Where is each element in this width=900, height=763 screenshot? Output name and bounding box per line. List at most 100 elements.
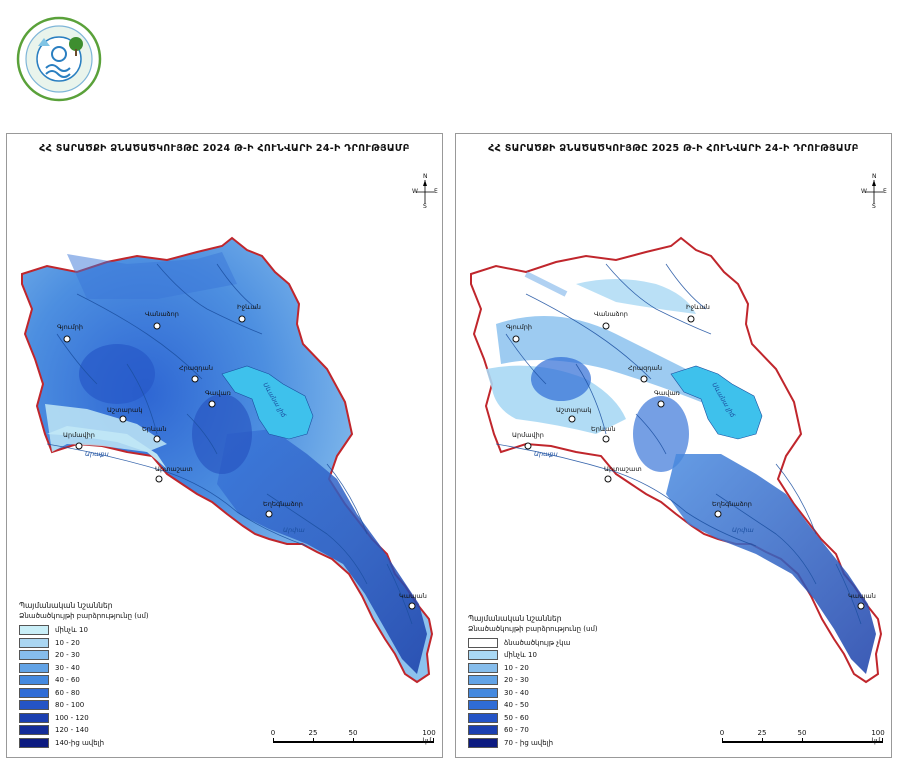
legend-label: 80 - 100	[55, 701, 85, 710]
legend-label: մինչև 10	[55, 626, 88, 635]
city-label-ijevan: Իջևան	[686, 303, 710, 311]
city-label-gavar: Գավառ	[654, 389, 680, 397]
legend-label: 60 - 80	[55, 688, 80, 697]
city-label-kapan: Կապան	[399, 592, 427, 600]
legend-item: 60 - 80	[19, 687, 179, 700]
city-label-gyumri: Գյումրի	[506, 323, 532, 331]
map-panel-2025: ՀՀ ՏԱՐԱԾՔԻ ՁՆԱԾԱԾԿՈՒՅԹԸ 2025 Թ-Ի ՀՈՒՆՎԱՐ…	[455, 133, 892, 758]
city-label-ijevan: Իջևան	[237, 303, 261, 311]
city-label-armavir: Արմավիր	[63, 431, 95, 439]
map-title: ՀՀ ՏԱՐԱԾՔԻ ՁՆԱԾԱԾԿՈՒՅԹԸ 2024 Թ-Ի ՀՈՒՆՎԱՐ…	[39, 143, 410, 154]
legend-items: մինչև 10 10 - 20 20 - 30 30 - 40 40 - 60 60 -…	[19, 624, 179, 749]
map-panel-2024: ՀՀ ՏԱՐԱԾՔԻ ՁՆԱԾԱԾԿՈՒՅԹԸ 2024 Թ-Ի ՀՈՒՆՎԱՐ…	[6, 133, 443, 758]
legend-item: 50 - 60	[468, 712, 628, 725]
map-title: ՀՀ ՏԱՐԱԾՔԻ ՁՆԱԾԱԾԿՈՒՅԹԸ 2025 Թ-Ի ՀՈՒՆՎԱՐ…	[488, 143, 859, 154]
legend-swatch	[19, 725, 49, 736]
legend-subtitle: Ձնածածկույթի բարձրությունը (սմ)	[19, 612, 149, 620]
legend-label: 40 - 50	[504, 701, 529, 710]
legend-item: 80 - 100	[19, 699, 179, 712]
north-arrow: N S W E	[861, 173, 887, 210]
legend-label: 100 - 120	[55, 713, 89, 722]
legend-label: 10 - 20	[504, 663, 529, 672]
city-label-yerevan: Երևան	[591, 425, 616, 433]
rivers	[495, 263, 862, 625]
legend-swatch	[19, 650, 49, 661]
river-label-araks: Արաքս	[85, 450, 109, 458]
city-label-vanadzor: Վանաձոր	[145, 310, 179, 318]
city-label-hrazdan: Հրազդան	[179, 364, 213, 372]
legend-item: 40 - 60	[19, 674, 179, 687]
legend-swatch	[468, 687, 498, 698]
legend-item: 140-ից ավելի	[19, 737, 179, 750]
legend-item: 20 - 30	[19, 649, 179, 662]
legend-item: 120 - 140	[19, 724, 179, 737]
legend-item: ձնածածկույթ չկա	[468, 637, 628, 650]
city-label-gavar: Գավառ	[205, 389, 231, 397]
legend-label: ձնածածկույթ չկա	[504, 638, 571, 647]
city-label-artashat: Արտաշատ	[604, 465, 642, 473]
legend-label: 20 - 30	[55, 651, 80, 660]
legend-swatch	[468, 737, 498, 748]
legend-swatch	[468, 662, 498, 673]
river-label-araks: Արաքս	[534, 450, 558, 458]
legend-swatch	[468, 650, 498, 661]
legend-swatch	[19, 700, 49, 711]
north-arrow: N S W E	[412, 173, 438, 210]
legend-label: 10 - 20	[55, 638, 80, 647]
legend-swatch	[468, 675, 498, 686]
legend-swatch	[19, 687, 49, 698]
legend-swatch	[468, 637, 498, 648]
legend-swatch	[19, 675, 49, 686]
legend-item: 10 - 20	[468, 662, 628, 675]
legend-label: 20 - 30	[504, 676, 529, 685]
legend-item: 100 - 120	[19, 712, 179, 725]
legend-item: 20 - 30	[468, 674, 628, 687]
city-label-armavir: Արմավիր	[512, 431, 544, 439]
legend-item: մինչև 10	[19, 624, 179, 637]
legend-label: 30 - 40	[504, 688, 529, 697]
legend-item: 30 - 40	[19, 662, 179, 675]
legend-items: ձնածածկույթ չկա մինչև 10 10 - 20 20 - 30 30 …	[468, 637, 628, 750]
legend-item: 10 - 20	[19, 637, 179, 650]
city-label-hrazdan: Հրազդան	[628, 364, 662, 372]
city-label-ashtarak: Աշտարակ	[556, 406, 592, 414]
lake-sevan	[221, 365, 314, 440]
legend: Պայմանական նշաններ Ձնածածկույթի բարձրութ…	[19, 601, 179, 749]
legend-label: 140-ից ավելի	[55, 738, 105, 747]
city-label-yeghegnadzor: Եղեգնաձոր	[263, 500, 303, 508]
legend-item: 30 - 40	[468, 687, 628, 700]
snow-cover-map-2025	[470, 236, 883, 684]
legend-label: 60 - 70	[504, 726, 529, 735]
city-label-yerevan: Երևան	[142, 425, 167, 433]
city-markers	[512, 315, 865, 610]
legend-title: Պայմանական նշաններ	[19, 601, 113, 610]
city-label-yeghegnadzor: Եղեգնաձոր	[712, 500, 752, 508]
city-label-ashtarak: Աշտարակ	[107, 406, 143, 414]
legend-item: մինչև 10	[468, 649, 628, 662]
legend-label: 120 - 140	[55, 726, 89, 735]
lake-sevan	[670, 365, 763, 440]
legend-label: 50 - 60	[504, 713, 529, 722]
legend-subtitle: Ձնածածկույթի բարձրությունը (սմ)	[468, 624, 598, 633]
legend-label: 40 - 60	[55, 676, 80, 685]
legend-swatch	[19, 625, 49, 636]
legend-swatch	[468, 700, 498, 711]
legend-swatch	[468, 712, 498, 723]
city-label-kapan: Կապան	[848, 592, 876, 600]
legend-item: 60 - 70	[468, 724, 628, 737]
scale-bar: 0 25 50 100 կմ	[719, 729, 885, 745]
legend-swatch	[468, 725, 498, 736]
legend-label: 30 - 40	[55, 663, 80, 672]
scale-bar: 0 25 50 100 կմ	[270, 729, 436, 745]
river-label-arpa: Արփա	[283, 526, 305, 534]
city-label-artashat: Արտաշատ	[155, 465, 193, 473]
legend-title: Պայմանական նշաններ	[468, 613, 562, 623]
organization-logo	[16, 16, 102, 102]
legend-swatch	[19, 662, 49, 673]
rivers	[46, 263, 413, 625]
city-markers	[63, 315, 416, 610]
legend: Պայմանական նշաններ Ձնածածկույթի բարձրութ…	[468, 614, 628, 750]
legend-label: մինչև 10	[504, 651, 537, 660]
river-label-arpa: Արփա	[732, 526, 754, 534]
city-label-vanadzor: Վանաձոր	[594, 310, 628, 318]
